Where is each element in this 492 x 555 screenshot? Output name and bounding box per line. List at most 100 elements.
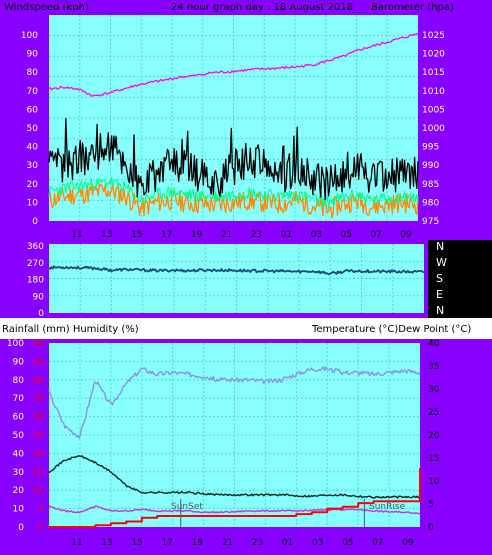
temp-right-y-tick: 40: [428, 339, 440, 349]
wind-x-tick: 11: [71, 230, 82, 240]
compass-w: W: [436, 256, 447, 269]
baro-right-y-tick: 1005: [422, 105, 445, 115]
humidity-left-y-tick: 30: [13, 468, 25, 478]
rain-left-y-tick: 5: [38, 505, 44, 515]
rain-left-y-tick: 35: [33, 394, 44, 404]
wind-left-y-tick: 20: [27, 180, 39, 190]
wind-left-y-tick: 40: [27, 143, 39, 153]
rain-x-tick: 05: [342, 538, 353, 548]
baro-right-y-tick: 1015: [422, 68, 445, 78]
barometer-axis-title: Barometer (hpa): [371, 2, 454, 13]
wind-x-tick: 07: [370, 230, 381, 240]
compass-n-bottom: N: [436, 304, 444, 317]
sunrise-label: SunRise: [369, 502, 406, 512]
temp-right-y-tick: 5: [428, 500, 434, 510]
compass-n-top: N: [436, 240, 444, 253]
baro-right-y-tick: 1010: [422, 87, 445, 97]
humidity-left-y-tick: 20: [13, 486, 25, 496]
wind-x-tick: 17: [161, 230, 172, 240]
wind-left-y-tick: 70: [27, 87, 39, 97]
baro-right-y-tick: 980: [422, 198, 439, 208]
wind-left-y-tick: 50: [27, 124, 39, 134]
wind-left-y-tick: 60: [27, 105, 39, 115]
rain-left-y-tick: 45: [33, 357, 44, 367]
rain-humidity-axis-title: Rainfall (mm) Humidity (%): [2, 324, 139, 335]
temperature-line: [48, 455, 421, 499]
humidity-left-y-tick: 60: [13, 413, 25, 423]
average-wind-line: [48, 176, 419, 209]
wind-x-tick: 05: [340, 230, 351, 240]
baro-right-y-tick: 990: [422, 161, 439, 171]
humidity-left-y-tick: 70: [13, 394, 25, 404]
compass-e: E: [436, 288, 443, 301]
wind-direction-line: [48, 265, 425, 276]
temp-right-y-tick: 30: [428, 385, 440, 395]
humidity-line: [48, 366, 421, 439]
wind-x-tick: 23: [251, 230, 262, 240]
humidity-left-y-tick: 40: [13, 449, 25, 459]
direction-left-y-tick: 270: [27, 259, 44, 269]
rain-x-tick: 03: [312, 538, 323, 548]
rain-x-tick: 19: [192, 538, 204, 548]
baro-right-y-tick: 1025: [422, 31, 445, 41]
temperature-axis-title: Temperature (°C)Dew Point (°C): [311, 324, 471, 335]
wind-x-tick: 15: [131, 230, 142, 240]
baro-right-y-tick: 985: [422, 180, 439, 190]
compass-s: S: [436, 272, 443, 285]
baro-right-y-tick: 975: [422, 217, 439, 227]
compass-strip: [428, 240, 492, 318]
baro-right-y-tick: 1000: [422, 124, 445, 134]
rainfall-line: [49, 468, 421, 528]
humidity-left-y-tick: 50: [13, 431, 25, 441]
temp-right-y-tick: 25: [428, 408, 439, 418]
baro-right-y-tick: 995: [422, 143, 439, 153]
gust-line: [48, 182, 419, 219]
rain-left-y-tick: 15: [33, 468, 44, 478]
rain-x-tick: 09: [402, 538, 414, 548]
wind-left-y-tick: 10: [27, 198, 39, 208]
temp-right-y-tick: 10: [428, 477, 440, 487]
humidity-left-y-tick: 10: [13, 505, 25, 515]
rain-x-tick: 13: [101, 538, 112, 548]
humidity-left-y-tick: 80: [13, 376, 25, 386]
rain-x-tick: 21: [222, 538, 233, 548]
wind-x-tick: 21: [221, 230, 232, 240]
rain-x-tick: 07: [372, 538, 383, 548]
humidity-left-y-tick: 0: [18, 523, 24, 533]
rain-left-y-tick: 50: [33, 339, 45, 349]
temp-right-y-tick: 20: [428, 431, 440, 441]
wind-x-tick: 19: [191, 230, 203, 240]
rain-left-y-tick: 20: [33, 449, 45, 459]
direction-left-y-tick: 90: [33, 292, 45, 302]
direction-left-y-tick: 0: [38, 309, 44, 319]
baro-right-y-tick: 1020: [422, 50, 445, 60]
wind-left-y-tick: 30: [27, 161, 39, 171]
wind-left-y-tick: 0: [32, 217, 38, 227]
wind-left-y-tick: 80: [27, 68, 39, 78]
direction-left-y-tick: 360: [27, 242, 44, 252]
rain-x-tick: 17: [162, 538, 173, 548]
rain-x-tick: 01: [282, 538, 293, 548]
rain-left-y-tick: 0: [38, 523, 44, 533]
sunset-label: SunSet: [171, 502, 203, 512]
rain-left-y-tick: 30: [33, 413, 45, 423]
wind-x-tick: 01: [281, 230, 292, 240]
rain-left-y-tick: 25: [33, 431, 44, 441]
dewpoint-line: [48, 505, 421, 515]
wind-x-tick: 03: [311, 230, 322, 240]
wind-left-y-tick: 100: [21, 31, 38, 41]
temp-right-y-tick: 35: [428, 362, 439, 372]
graph-title: 24 hour graph day : 18 August 2018: [171, 2, 353, 13]
wind-x-tick: 09: [400, 230, 412, 240]
rain-x-tick: 23: [252, 538, 263, 548]
wind-x-tick: 13: [101, 230, 112, 240]
temp-right-y-tick: 0: [428, 523, 434, 533]
rain-left-y-tick: 40: [33, 376, 45, 386]
rain-x-tick: 11: [71, 538, 82, 548]
temp-right-y-tick: 15: [428, 454, 439, 464]
direction-left-y-tick: 180: [27, 276, 44, 286]
barometer-line: [48, 32, 419, 98]
windspeed-axis-title: Windspeed (kph): [4, 2, 89, 13]
humidity-left-y-tick: 100: [7, 339, 24, 349]
